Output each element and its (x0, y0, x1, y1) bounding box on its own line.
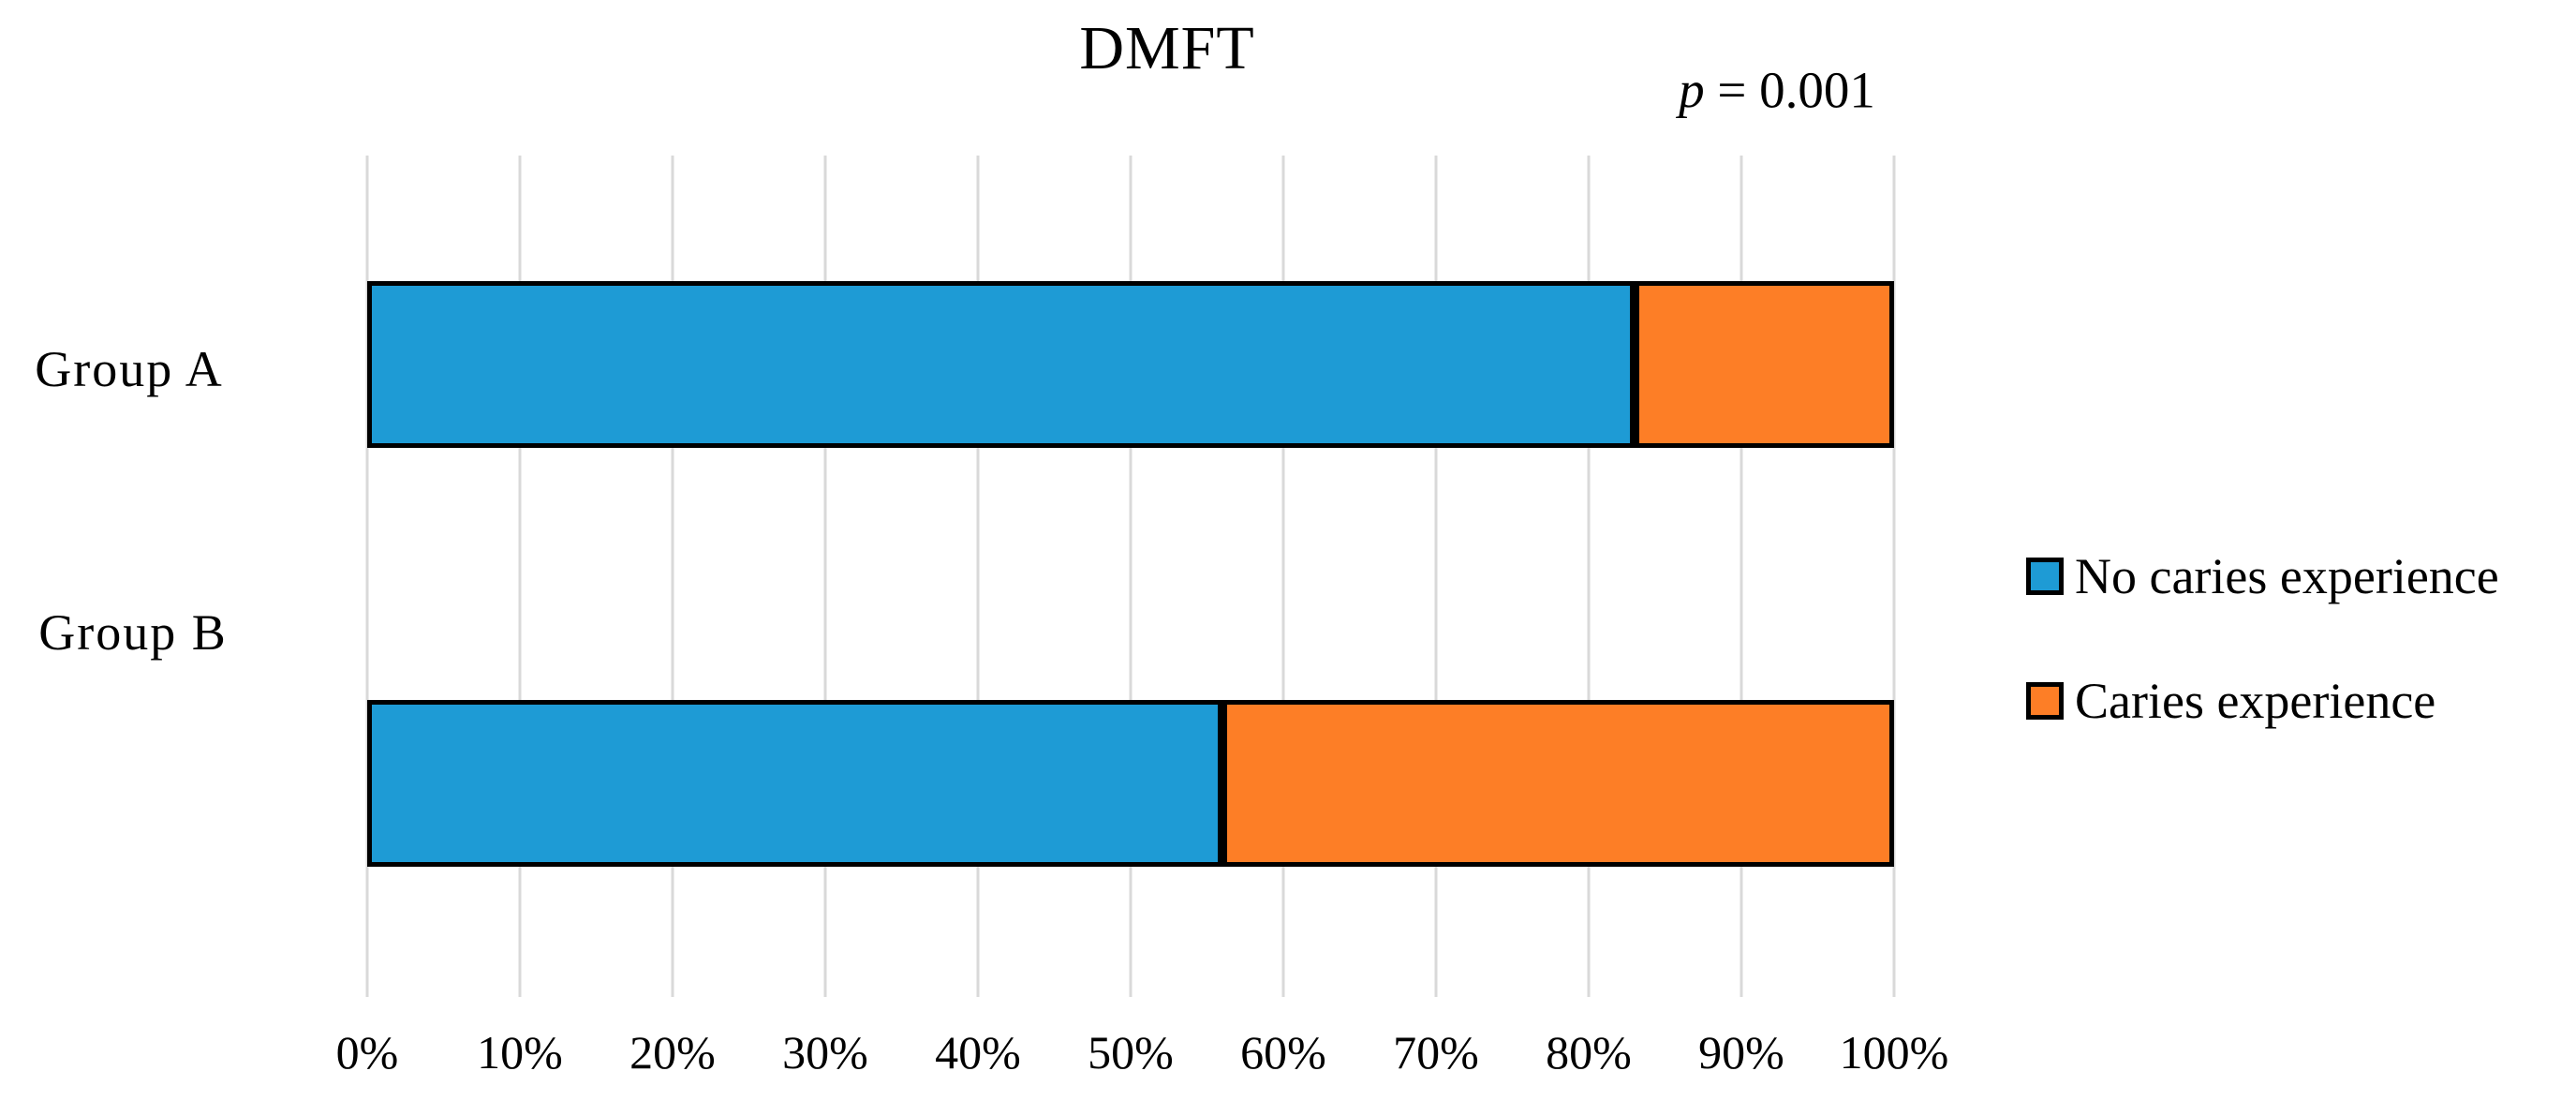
gridline-40% (976, 156, 980, 997)
gridline-60% (1281, 156, 1285, 997)
legend-swatch-no-caries (2026, 558, 2064, 595)
x-tick-label-70%: 70% (1393, 1026, 1479, 1079)
legend-swatch-caries (2026, 682, 2064, 720)
bar-segment-group-b-caries-experience (1221, 700, 1894, 867)
x-tick-label-60%: 60% (1240, 1026, 1326, 1079)
gridline-100% (1892, 156, 1896, 997)
gridline-20% (671, 156, 674, 997)
bar-segment-group-a-no-caries-experience (367, 281, 1635, 448)
gridline-80% (1587, 156, 1591, 997)
gridline-50% (1129, 156, 1133, 997)
x-tick-label-100%: 100% (1839, 1026, 1949, 1079)
p-value-annotation: p = 0.001 (1679, 61, 1875, 120)
x-axis-tick-labels: 0% 10% 20% 30% 40% 50% 60% 70% 80% 90% 100% (336, 1019, 1949, 1085)
x-tick-label-50%: 50% (1088, 1026, 1174, 1079)
gridline-0% (365, 156, 369, 997)
x-tick-label-0%: 0% (335, 1026, 399, 1079)
x-tick-label-30%: 30% (782, 1026, 868, 1079)
legend-label-no-caries: No caries experience (2075, 548, 2499, 604)
plot-area (365, 156, 1896, 997)
x-tick-label-20%: 20% (629, 1026, 716, 1079)
legend-item-no-caries: No caries experience (2026, 539, 2499, 614)
bar-row-group-b (367, 700, 1894, 867)
x-tick-label-90%: 90% (1698, 1026, 1784, 1079)
gridline-70% (1434, 156, 1438, 997)
bar-segment-group-a-caries-experience (1634, 281, 1894, 448)
legend-item-caries: Caries experience (2026, 663, 2499, 738)
gridline-30% (823, 156, 827, 997)
legend-label-caries: Caries experience (2075, 673, 2436, 729)
gridline-90% (1740, 156, 1743, 997)
category-label-group-b: Group B (38, 604, 228, 661)
chart-title: DMFT (1079, 14, 1255, 82)
x-tick-label-40%: 40% (935, 1026, 1021, 1079)
gridline-10% (518, 156, 522, 997)
x-tick-label-80%: 80% (1546, 1026, 1632, 1079)
p-value-text: = 0.001 (1704, 61, 1875, 119)
legend: No caries experience Caries experience (2026, 539, 2499, 738)
bar-row-group-a (367, 281, 1894, 448)
bar-segment-group-b-no-caries-experience (367, 700, 1222, 867)
x-tick-label-10%: 10% (477, 1026, 563, 1079)
p-symbol: p (1679, 61, 1705, 119)
category-label-group-a: Group A (35, 341, 224, 397)
